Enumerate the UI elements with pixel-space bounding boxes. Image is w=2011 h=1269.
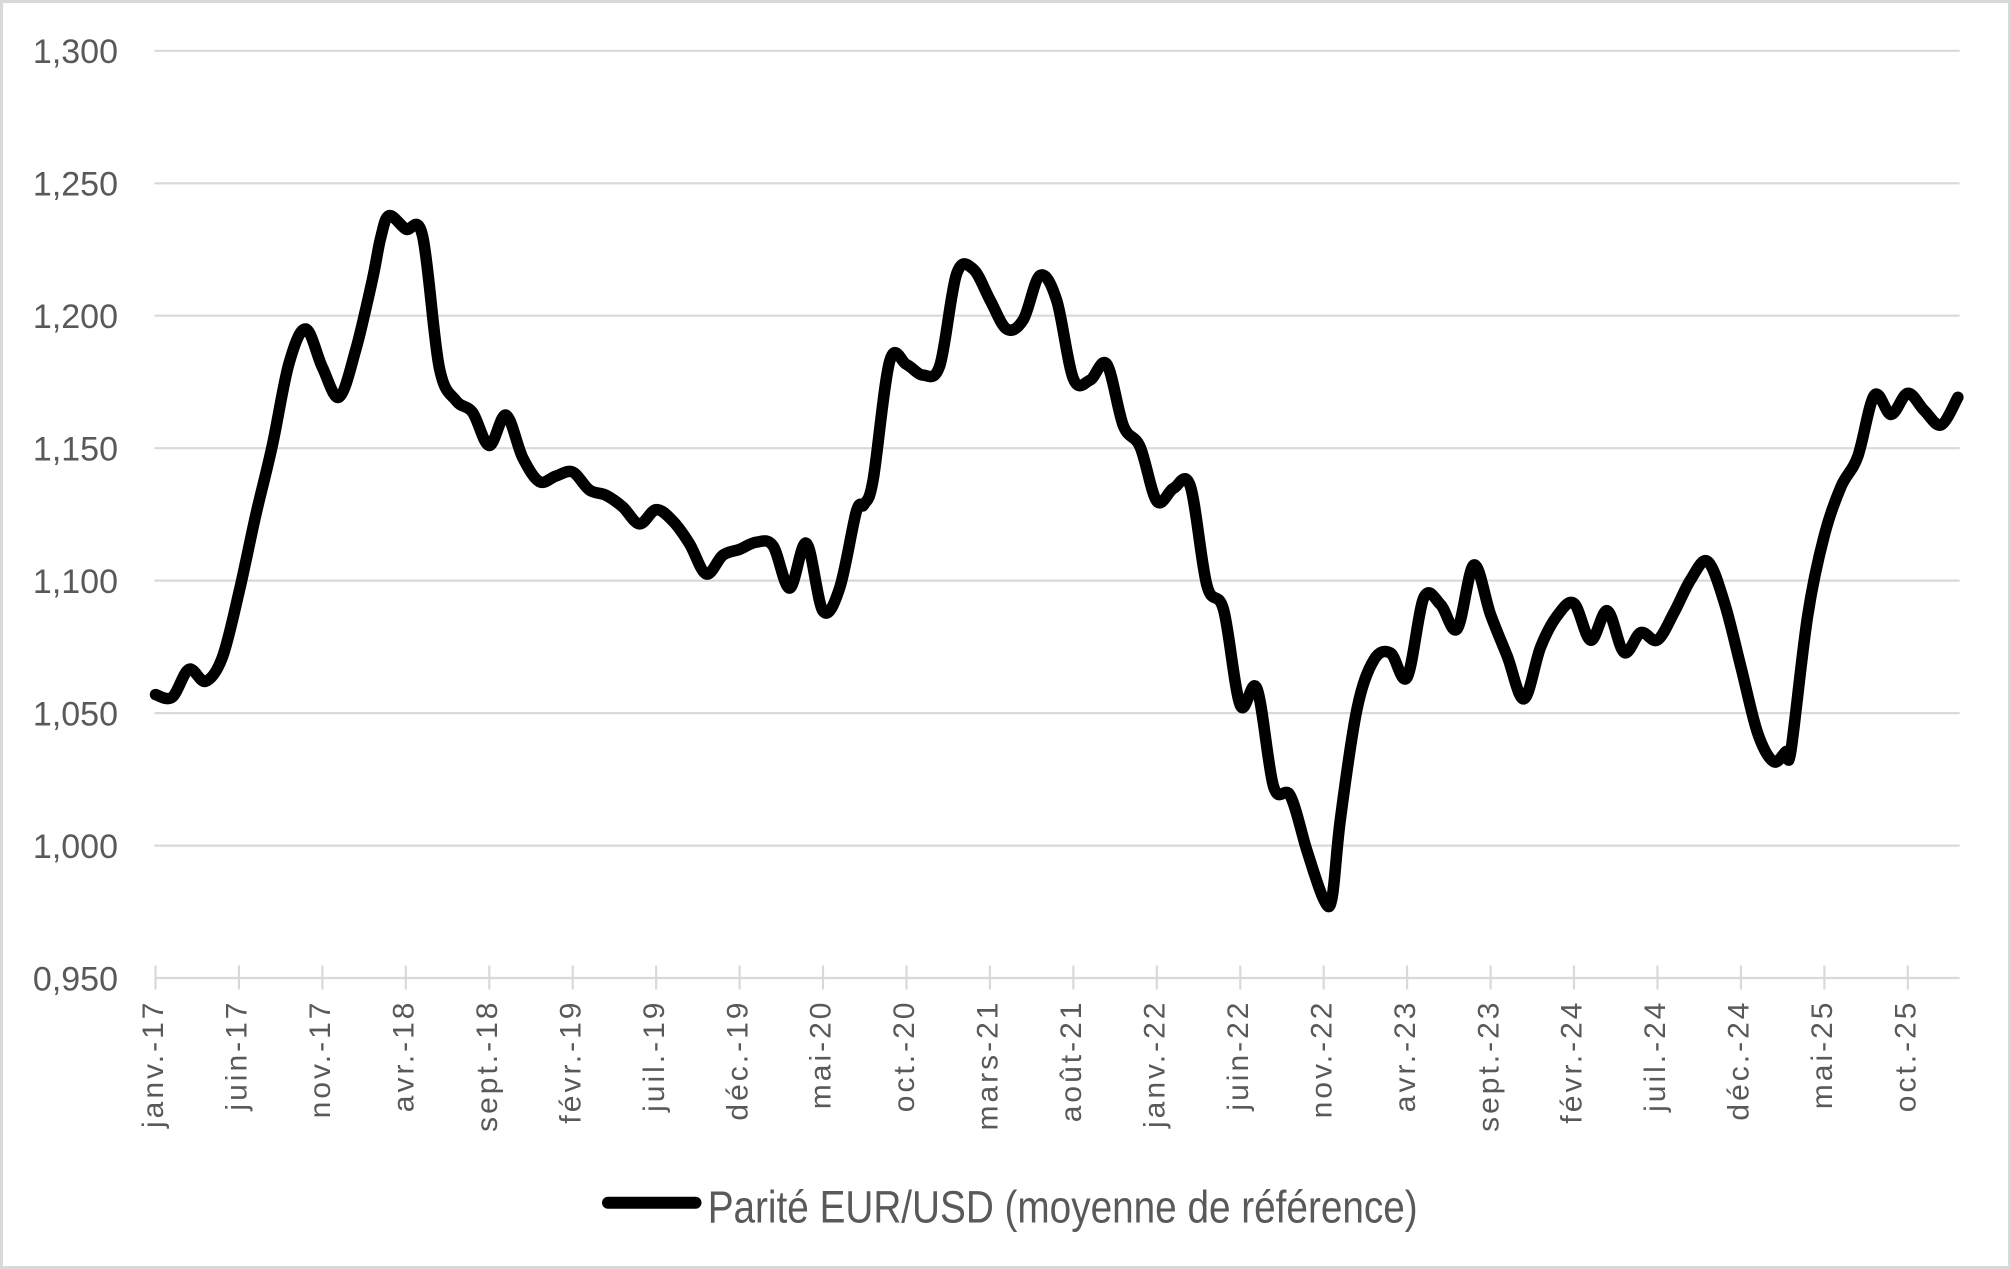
svg-text:janv.-17: janv.-17 (137, 1000, 170, 1130)
svg-text:Parité EUR/USD (moyenne de réf: Parité EUR/USD (moyenne de référence) (708, 1182, 1418, 1233)
svg-text:1,050: 1,050 (33, 696, 118, 734)
svg-text:avr.-18: avr.-18 (388, 1000, 421, 1113)
svg-text:sept.-18: sept.-18 (471, 1000, 504, 1132)
svg-text:juin-17: juin-17 (221, 1000, 254, 1112)
svg-text:1,200: 1,200 (33, 298, 118, 336)
svg-text:1,100: 1,100 (33, 563, 118, 601)
svg-text:mai-20: mai-20 (805, 1000, 838, 1110)
svg-text:sept.-23: sept.-23 (1472, 1000, 1505, 1132)
svg-text:janv.-22: janv.-22 (1139, 1000, 1172, 1130)
svg-text:oct.-25: oct.-25 (1890, 1000, 1923, 1113)
svg-text:0,950: 0,950 (33, 960, 118, 998)
svg-text:nov.-17: nov.-17 (304, 1000, 337, 1119)
svg-text:1,300: 1,300 (33, 33, 118, 71)
svg-text:juil.-19: juil.-19 (638, 1000, 671, 1113)
svg-text:1,250: 1,250 (33, 166, 118, 204)
svg-text:1,150: 1,150 (33, 431, 118, 469)
svg-text:1,000: 1,000 (33, 828, 118, 866)
svg-text:déc.-24: déc.-24 (1723, 1000, 1756, 1121)
svg-text:mai-25: mai-25 (1806, 1000, 1839, 1110)
svg-text:juil.-24: juil.-24 (1639, 1000, 1672, 1113)
svg-text:nov.-22: nov.-22 (1305, 1000, 1338, 1119)
svg-text:déc.-19: déc.-19 (721, 1000, 754, 1121)
svg-text:juin-22: juin-22 (1222, 1000, 1255, 1112)
svg-text:avr.-23: avr.-23 (1389, 1000, 1422, 1113)
svg-text:févr.-24: févr.-24 (1556, 1000, 1589, 1124)
svg-text:août-21: août-21 (1055, 1000, 1088, 1123)
svg-text:mars-21: mars-21 (972, 1000, 1005, 1131)
svg-text:févr.-19: févr.-19 (554, 1000, 587, 1124)
svg-text:oct.-20: oct.-20 (888, 999, 921, 1112)
